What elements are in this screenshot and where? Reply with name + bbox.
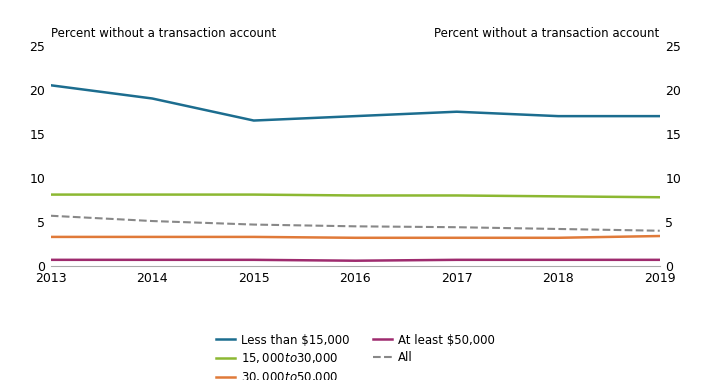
Text: Percent without a transaction account: Percent without a transaction account <box>51 27 276 40</box>
Text: Percent without a transaction account: Percent without a transaction account <box>434 27 660 40</box>
Legend: Less than $15,000, $15,000 to $30,000, $30,000 to $50,000, At least $50,000, All: Less than $15,000, $15,000 to $30,000, $… <box>216 334 494 380</box>
